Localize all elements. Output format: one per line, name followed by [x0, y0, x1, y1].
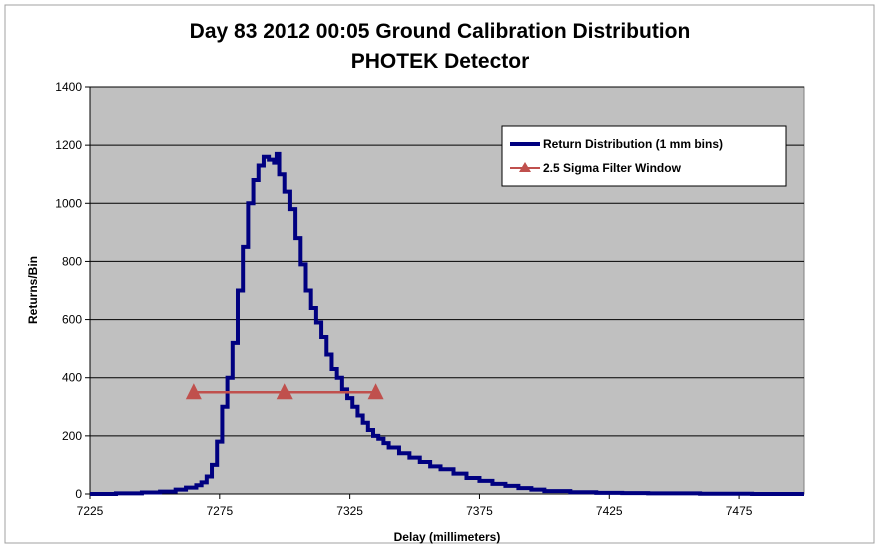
y-tick-label-800: 800: [62, 254, 82, 268]
x-tick-label-7325: 7325: [336, 504, 363, 518]
x-tick-label-7425: 7425: [596, 504, 623, 518]
y-tick-labels: 0 200 400 600 800 1000 1200 1400: [55, 80, 82, 501]
chart-subtitle: PHOTEK Detector: [351, 50, 530, 73]
y-tick-label-1200: 1200: [55, 138, 82, 152]
y-tick-label-600: 600: [62, 313, 82, 327]
chart-title: Day 83 2012 00:05 Ground Calibration Dis…: [190, 20, 691, 43]
filter-window-marker-0: [185, 383, 202, 400]
legend-box: [501, 125, 787, 187]
filter-window-marker-2: [367, 383, 384, 400]
x-tick-label-7375: 7375: [466, 504, 493, 518]
legend: Return Distribution (1 mm bins) 2.5 Sigm…: [501, 125, 787, 187]
filter-window-marker-1: [276, 383, 293, 400]
x-tick-label-7275: 7275: [206, 504, 233, 518]
y-tick-label-200: 200: [62, 429, 82, 443]
gridlines: [85, 86, 804, 499]
x-tick-labels: 7225 7275 7325 7375 7425 7475: [77, 504, 753, 518]
legend-marker-filter: [519, 162, 531, 172]
y-axis-title: Returns/Bin: [26, 256, 40, 324]
y-tick-label-1000: 1000: [55, 196, 82, 210]
series-layer: [90, 151, 804, 496]
legend-label-filter: 2.5 Sigma Filter Window: [543, 161, 682, 175]
x-tick-label-7475: 7475: [726, 504, 753, 518]
y-tick-label-400: 400: [62, 371, 82, 385]
x-axis-title: Delay (millimeters): [394, 530, 501, 544]
legend-label-distribution: Return Distribution (1 mm bins): [543, 137, 723, 151]
y-tick-label-1400: 1400: [55, 80, 82, 94]
series-return-distribution-line: [90, 151, 804, 496]
x-tick-label-7225: 7225: [77, 504, 104, 518]
y-tick-label-0: 0: [75, 487, 82, 501]
